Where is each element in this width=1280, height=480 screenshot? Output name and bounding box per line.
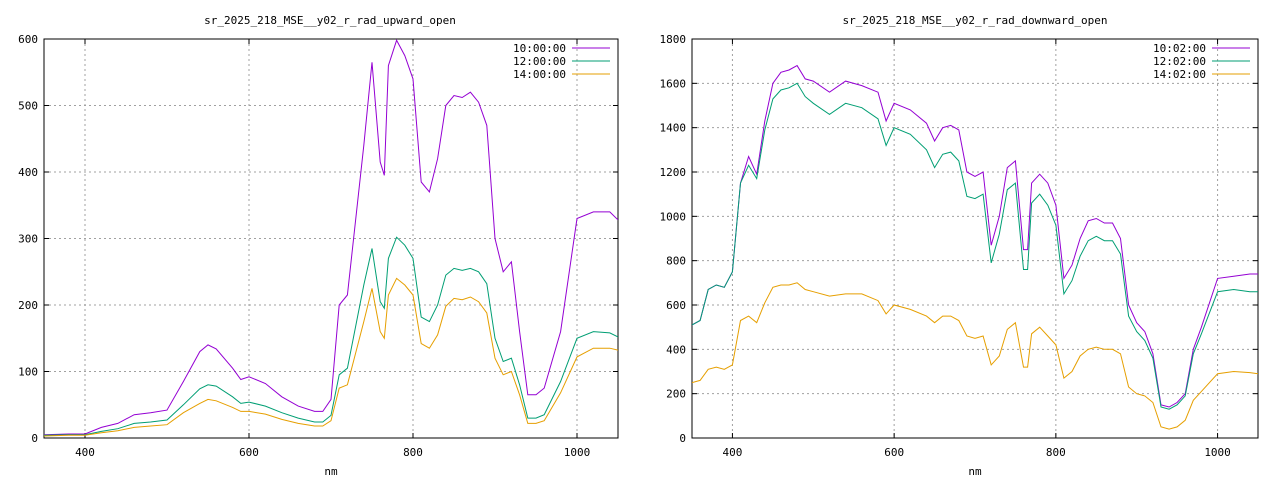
y-tick-label: 500 bbox=[18, 100, 38, 113]
y-tick-label: 300 bbox=[18, 233, 38, 246]
y-tick-label: 400 bbox=[666, 343, 686, 356]
y-tick-label: 400 bbox=[18, 166, 38, 179]
legend-label: 12:00:00 bbox=[513, 55, 566, 68]
chart-title: sr_2025_218_MSE__y02_r_rad_upward_open bbox=[204, 14, 456, 27]
chart-title: sr_2025_218_MSE__y02_r_rad_downward_open bbox=[843, 14, 1108, 27]
y-tick-label: 1800 bbox=[660, 33, 687, 46]
x-tick-label: 1000 bbox=[1204, 446, 1231, 459]
y-tick-label: 200 bbox=[18, 299, 38, 312]
legend-label: 14:00:00 bbox=[513, 68, 566, 81]
y-tick-label: 1000 bbox=[660, 210, 687, 223]
y-tick-label: 1400 bbox=[660, 122, 687, 135]
chart-1: 400 600 800 1000 0 100 200 300 400 500 600 sr_2025_… bbox=[18, 14, 619, 478]
plot-frame bbox=[691, 38, 1259, 439]
x-axis-label: nm bbox=[324, 465, 338, 478]
x-tick-label: 400 bbox=[75, 446, 95, 459]
series-line-100000 bbox=[44, 39, 618, 436]
y-tick-label: 0 bbox=[31, 432, 38, 445]
x-tick-label: 600 bbox=[239, 446, 259, 459]
y-tick-label: 600 bbox=[18, 33, 38, 46]
x-tick-label: 800 bbox=[403, 446, 423, 459]
y-tick-label: 0 bbox=[679, 432, 686, 445]
legend-label: 14:02:00 bbox=[1153, 68, 1206, 81]
series-line-140000 bbox=[44, 277, 618, 437]
series-line-140200 bbox=[692, 282, 1258, 430]
y-tick-label: 800 bbox=[666, 255, 686, 268]
series-line-120200 bbox=[692, 82, 1258, 410]
x-tick-label: 400 bbox=[722, 446, 742, 459]
y-tick-label: 1600 bbox=[660, 77, 687, 90]
legend-label: 10:00:00 bbox=[513, 42, 566, 55]
x-tick-label: 800 bbox=[1046, 446, 1066, 459]
y-tick-label: 600 bbox=[666, 299, 686, 312]
series-line-100200 bbox=[692, 64, 1258, 408]
x-tick-label: 600 bbox=[884, 446, 904, 459]
chart-2: 400 600 800 1000 0 200 400 600 800 1000 1200 1400 16… bbox=[660, 14, 1259, 478]
series-line-120000 bbox=[44, 236, 618, 436]
y-tick-label: 200 bbox=[666, 388, 686, 401]
x-tick-label: 1000 bbox=[564, 446, 591, 459]
legend-label: 12:02:00 bbox=[1153, 55, 1206, 68]
legend-label: 10:02:00 bbox=[1153, 42, 1206, 55]
x-axis-label: nm bbox=[968, 465, 982, 478]
y-tick-label: 100 bbox=[18, 366, 38, 379]
y-tick-label: 1200 bbox=[660, 166, 687, 179]
